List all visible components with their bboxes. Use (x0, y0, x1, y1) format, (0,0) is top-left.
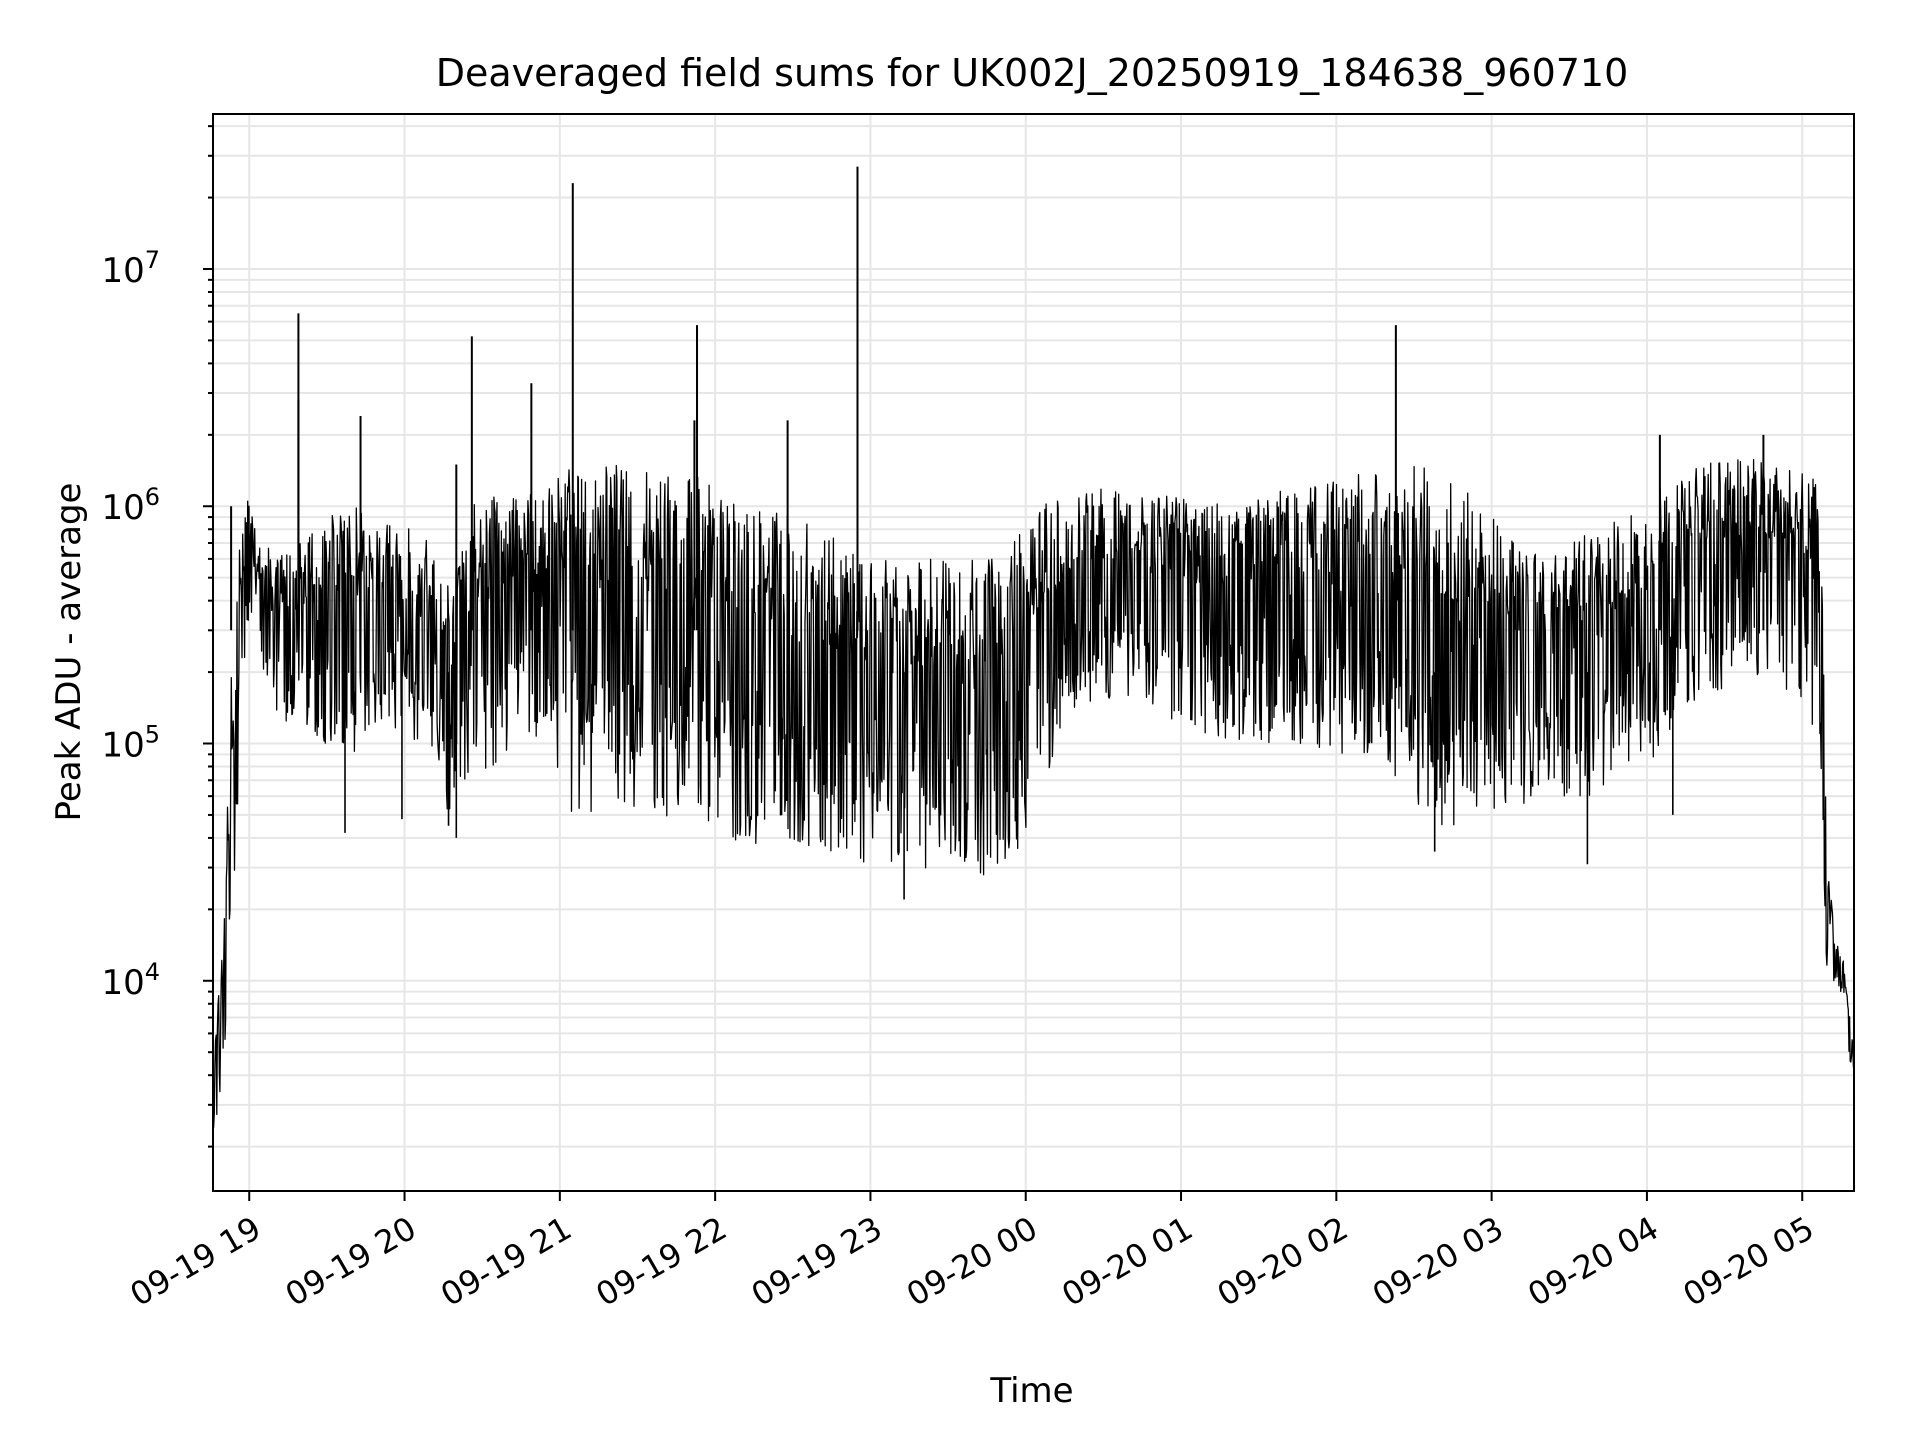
plot-frame (212, 113, 1855, 1192)
y-tick-label: 106 (101, 483, 160, 528)
series-line (212, 459, 1855, 1129)
data-series (212, 166, 1855, 1129)
y-axis: 104 105 106 107 (101, 125, 213, 1148)
chart-title: Deaveraged field sums for UK002J_2025091… (436, 51, 1629, 95)
y-tick-label: 104 (101, 958, 160, 1003)
y-axis-label: Peak ADU - average (49, 483, 89, 822)
y-tick-label: 105 (101, 721, 160, 766)
x-axis-label: Time (989, 1371, 1073, 1411)
y-tick-label: 107 (101, 246, 160, 291)
